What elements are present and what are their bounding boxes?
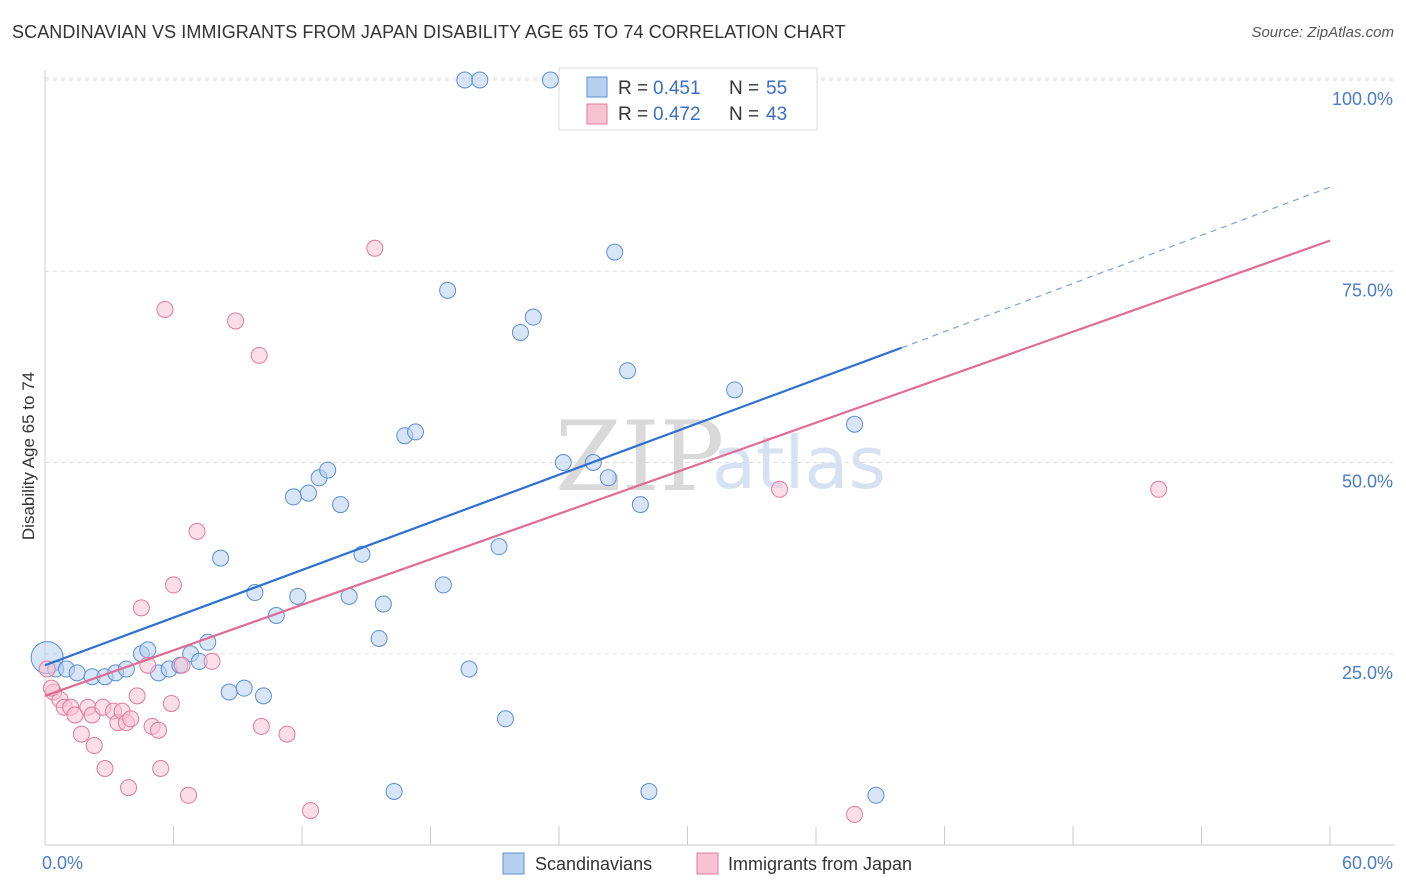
scandinavians-point-50 [631,496,649,514]
scandinavians-point-38 [471,71,489,89]
scandinavians-point-42 [511,323,529,341]
scandinavians-point-52 [726,381,744,399]
legend-n-value-1: 55 [766,78,787,99]
scandinavians-point-37 [456,71,474,89]
legend-swatch-japan [586,103,608,125]
legend-n-value-2: 43 [766,104,787,125]
bottom-legend-swatch-japan [696,852,719,875]
scandinavians-point-17 [220,683,238,701]
japan-point-36 [366,239,384,257]
japan-point-23 [152,760,170,777]
japan-point-33 [252,717,270,735]
japan-point-26 [165,576,182,594]
bottom-legend: Scandinavians Immigrants from Japan [502,852,912,875]
japan-point-35 [302,802,320,820]
japan-point-32 [250,346,268,364]
x-tick-label-0: 0.0% [42,853,83,873]
legend-r-value-1: 0.451 [653,78,701,99]
x-tick-label-1: 60.0% [1342,853,1393,873]
scandinavians-point-30 [370,629,388,647]
grid-lines [45,77,1395,655]
scandinavians-point-49 [619,362,637,380]
japan-point-29 [188,522,206,540]
legend-n-label-1: N = [729,78,759,99]
scandinavians-point-45 [554,454,572,471]
scandinavians-point-3 [68,664,86,682]
japan-point-6 [72,725,90,743]
bottom-legend-label-scandinavians: Scandinavians [535,854,652,874]
watermark-zip: ZIP [555,401,724,513]
japan-point-0 [38,660,56,678]
y-tick-label-0: 25.0% [1342,663,1393,683]
scandinavians-point-23 [289,587,307,605]
japan-point-24 [156,301,174,318]
scandinavians-point-43 [524,308,542,326]
scandinavians-point-31 [374,595,392,613]
y-tick-label-1: 50.0% [1342,472,1393,492]
japan-point-5 [66,706,84,724]
scandinavians-point-36 [439,281,457,299]
y-tick-label-2: 75.0% [1342,280,1393,300]
scandinavians-point-47 [606,243,624,261]
scandinavians-point-32 [385,782,403,800]
scandinavians-point-24 [299,484,317,502]
japan-point-41 [1150,480,1168,498]
scandinavians-point-51 [640,782,658,800]
scandinavians-point-15 [199,633,217,651]
japan-point-30 [203,652,221,670]
scandinavians-point-39 [460,660,478,678]
legend-swatch-scandinavians [586,76,608,98]
scandinavians-point-18 [235,679,253,697]
trend-lines [44,186,1331,697]
y-axis-title: Disability Age 65 to 74 [19,372,38,540]
japan-point-17 [122,710,140,728]
scandinavians-point-34 [407,423,425,441]
chart-title: SCANDINAVIAN VS IMMIGRANTS FROM JAPAN DI… [12,22,846,42]
y-tick-label-3: 100.0% [1332,89,1393,109]
japan-point-34 [278,725,296,743]
japan-point-16 [120,779,138,797]
bottom-legend-label-japan: Immigrants from Japan [728,854,912,874]
scandinavians-point-27 [332,496,350,514]
scandinavians-point-48 [599,469,617,487]
legend-n-label-2: N = [729,104,759,125]
axes: 25.0% 50.0% 75.0% 100.0% 0.0% 60.0% [42,70,1395,873]
scandinavians-point-53 [846,415,864,433]
scandinavians-point-40 [490,538,508,556]
scandinavians-trend-extension [901,186,1331,349]
source-label: Source: ZipAtlas.com [1251,24,1394,41]
japan-trend-line [44,239,1331,697]
scandinavians-trend-line [44,346,903,667]
japan-point-19 [132,599,150,617]
scandinavians-point-41 [496,710,514,728]
scandinavians-point-44 [541,71,559,89]
scandinavians-point-9 [139,641,157,659]
japan-point-25 [162,694,180,712]
scandinavians-point-20 [254,687,272,705]
legend-r-label-2: R = [618,104,648,125]
scandinavians-point-54 [867,786,885,804]
legend: R = 0.451 N = 55 R = 0.472 N = 43 [558,67,818,131]
japan-point-22 [150,721,168,739]
legend-r-label-1: R = [618,78,648,99]
japan-point-11 [96,760,114,777]
bottom-legend-swatch-scandinavians [502,852,525,875]
japan-point-18 [128,687,146,705]
japan-point-9 [85,737,103,755]
scandinavians-point-35 [434,576,452,594]
japan-point-27 [173,656,191,674]
japan-point-40 [846,805,864,823]
japan-point-31 [227,312,245,330]
scandinavians-point-16 [212,549,230,567]
japan-point-28 [179,786,197,804]
scandinavians-point-22 [284,488,302,506]
japan-point-39 [771,480,789,498]
legend-r-value-2: 0.472 [653,104,701,125]
scandinavians-point-26 [319,461,337,479]
